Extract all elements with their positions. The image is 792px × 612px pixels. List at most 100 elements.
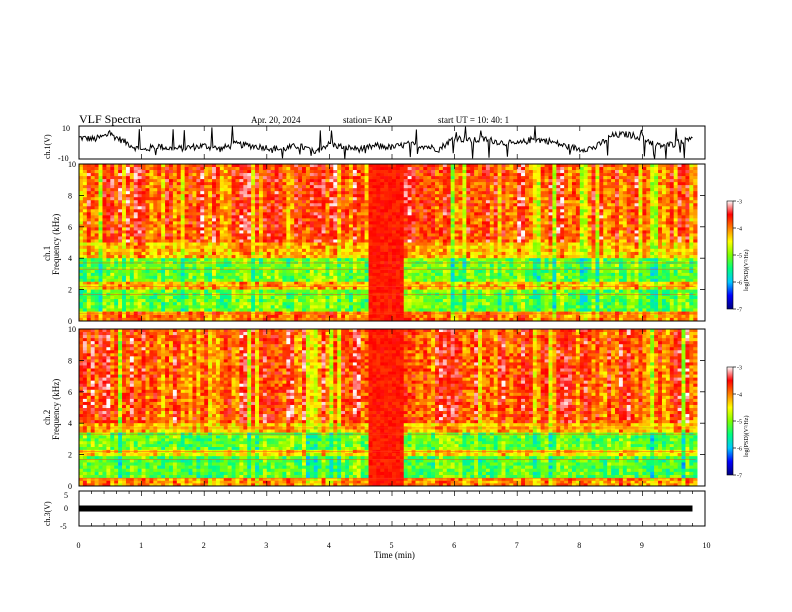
- spec-cell: [333, 230, 338, 234]
- spec-cell: [270, 221, 275, 225]
- spec-cell: [564, 227, 569, 231]
- spec-cell: [642, 167, 647, 171]
- spec-cell: [282, 215, 287, 219]
- spec-cell: [681, 218, 686, 222]
- spec-cell: [446, 188, 451, 192]
- spec-cell: [634, 224, 639, 228]
- spec-cell: [94, 233, 99, 237]
- spec-cell: [118, 182, 123, 186]
- spec-cell: [622, 197, 628, 201]
- spec-cell: [528, 251, 534, 256]
- spec-cell: [286, 194, 291, 198]
- spec-cell: [521, 185, 526, 189]
- spec-cell: [153, 206, 158, 210]
- spec-cell: [435, 230, 440, 234]
- spec-cell: [677, 255, 682, 259]
- spec-cell: [79, 269, 84, 274]
- spec-cell: [595, 164, 600, 168]
- spec-cell: [266, 255, 272, 259]
- spec-cell: [341, 170, 346, 174]
- spec-cell: [137, 173, 142, 177]
- spec-cell: [521, 245, 526, 250]
- spec-cell: [98, 264, 103, 268]
- spec-cell: [129, 251, 135, 256]
- spec-cell: [309, 215, 315, 219]
- spec-cell: [521, 215, 526, 219]
- spec-cell: [368, 218, 373, 222]
- spec-cell: [212, 212, 217, 216]
- spec-cell: [372, 167, 377, 171]
- spec-cell: [98, 245, 103, 250]
- spec-cell: [149, 242, 154, 246]
- spec-cell: [599, 206, 604, 210]
- spec-cell: [129, 164, 135, 168]
- spec-cell: [184, 188, 189, 192]
- spec-cell: [227, 191, 232, 195]
- spec-cell: [388, 212, 393, 216]
- spec-cell: [133, 164, 138, 168]
- spec-cell: [568, 245, 573, 250]
- spec-cell: [106, 236, 111, 240]
- spec-cell: [403, 176, 408, 180]
- spec-cell: [82, 182, 88, 186]
- spec-cell: [110, 230, 115, 234]
- spec-cell: [548, 200, 553, 204]
- spec-cell: [658, 182, 663, 186]
- spec-cell: [560, 173, 565, 177]
- spec-cell: [446, 191, 451, 195]
- spec-cell: [333, 164, 338, 168]
- spec-cell: [466, 221, 471, 225]
- spec-cell: [501, 248, 506, 253]
- spec-cell: [82, 167, 88, 171]
- spec-cell: [591, 176, 596, 180]
- spec-cell: [227, 221, 232, 225]
- spec-cell: [188, 164, 193, 168]
- spec-cell: [333, 173, 338, 177]
- spec-cell: [556, 224, 561, 228]
- spec-cell: [180, 245, 185, 250]
- spec-cell: [98, 230, 103, 234]
- spec-cell: [204, 209, 209, 213]
- spec-cell: [661, 218, 667, 222]
- spec-cell: [630, 200, 635, 204]
- spec-cell: [278, 218, 283, 222]
- spec-cell: [122, 206, 127, 210]
- spec-cell: [239, 233, 244, 237]
- spec-cell: [168, 255, 174, 259]
- spec-cell: [184, 239, 189, 243]
- spec-cell: [329, 233, 334, 237]
- spec-cell: [251, 206, 256, 210]
- spec-cell: [560, 191, 565, 195]
- spec-cell: [661, 209, 667, 213]
- spec-cell: [474, 188, 479, 192]
- spec-cell: [82, 230, 88, 234]
- spec-cell: [114, 203, 119, 207]
- spec-cell: [521, 209, 526, 213]
- spec-cell: [86, 167, 92, 171]
- spec-cell: [677, 197, 682, 201]
- spec-cell: [568, 206, 573, 210]
- spec-cell: [294, 218, 299, 222]
- spec-cell: [458, 206, 463, 210]
- spec-cell: [86, 215, 92, 219]
- spec-cell: [313, 248, 318, 253]
- spec-cell: [262, 248, 268, 253]
- spec-cell: [411, 212, 416, 216]
- spec-cell: [341, 194, 346, 198]
- spec-cell: [638, 212, 643, 216]
- spec-cell: [184, 200, 189, 204]
- spec-cell: [345, 170, 350, 174]
- spec-cell: [591, 185, 596, 189]
- spec-cell: [384, 239, 389, 243]
- spec-cell: [302, 176, 307, 180]
- spec-cell: [419, 230, 424, 234]
- spec-cell: [497, 188, 502, 192]
- spec-cell: [345, 215, 350, 219]
- spec-cell: [693, 224, 698, 228]
- spec-cell: [603, 215, 608, 219]
- spec-cell: [153, 179, 158, 183]
- spec-cell: [235, 191, 240, 195]
- spec-cell: [102, 212, 107, 216]
- spec-cell: [251, 221, 256, 225]
- spec-cell: [442, 179, 448, 183]
